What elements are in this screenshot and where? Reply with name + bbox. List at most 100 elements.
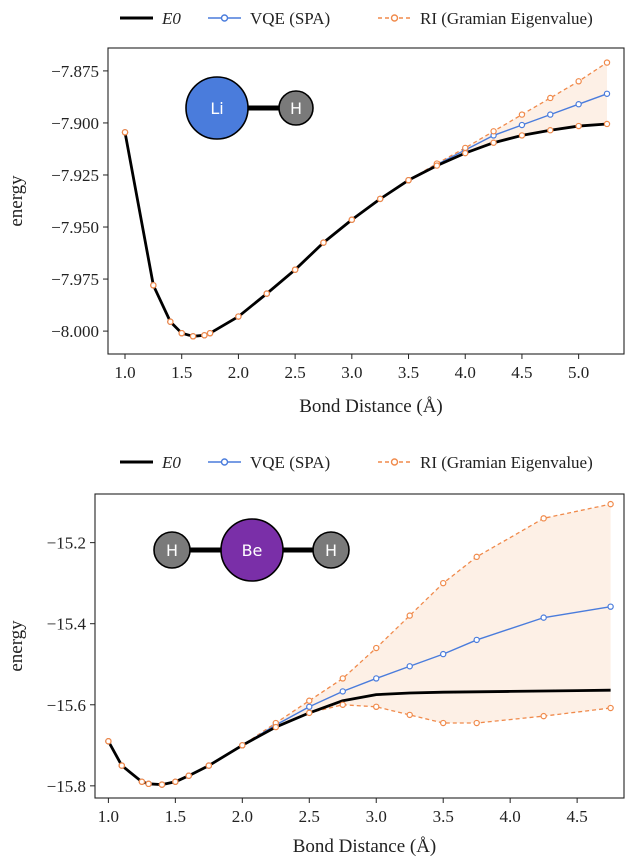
chart2-ri-lower-point	[118, 762, 125, 769]
chart1-legend-vqe-marker	[220, 14, 229, 22]
chart1-ri-lower-point	[167, 318, 174, 325]
chart1-vqe-point	[575, 101, 582, 108]
chart1-vqe-point	[518, 121, 526, 129]
chart1-xtick-label: 3.0	[341, 363, 362, 382]
chart1-ri-upper-point	[518, 111, 526, 118]
chart1-ri-lower-point	[462, 149, 469, 157]
chart2-atom-h	[153, 531, 191, 569]
chart2-axes-frame	[94, 493, 625, 799]
chart2-ri-upper-point	[440, 579, 447, 587]
chart2-ri-lower-point	[473, 719, 480, 727]
chart2-atom-h	[312, 531, 350, 569]
chart1-ri-lower-point	[433, 162, 441, 169]
chart2-ytick-label: −15.2	[47, 534, 86, 553]
chart2-ri-upper-point	[406, 612, 413, 619]
chart1-ri-lower-point	[150, 282, 157, 289]
chart1-ri-lower-point	[201, 332, 208, 339]
chart2-ri-lower-point	[205, 762, 213, 769]
chart2-legend-ri-marker	[390, 458, 399, 466]
chart1-ri-upper-point	[490, 128, 497, 135]
chart1-ri-lower-point	[348, 216, 356, 223]
chart2-ri-lower-point	[105, 738, 112, 745]
chart2-ri-lower-point	[138, 778, 146, 785]
chart2-vqe-point	[339, 688, 346, 695]
chart2-ytick-label: −15.6	[47, 696, 86, 715]
chart1-vqe-point	[603, 90, 611, 97]
chart1-ytick-label: −8.000	[51, 322, 99, 341]
chart1-ri-upper-point	[575, 78, 582, 85]
chart1-axes-frame	[107, 47, 625, 355]
chart2-molecule: H Be H	[153, 518, 350, 582]
chart2-vqe-point	[607, 603, 614, 610]
chart1-ri-lower-point	[291, 266, 299, 273]
chart1-ri-upper-point	[547, 94, 554, 102]
chart2-panel: E0 VQE (SPA) RI (Gramian Eigenvalue) 1.0 1.5…	[6, 453, 625, 857]
chart2-vqe-point	[406, 663, 413, 670]
chart2-atom-be	[220, 518, 284, 582]
chart1-ytick-label: −7.925	[51, 166, 99, 185]
chart1-ri-lower-point	[518, 132, 526, 139]
chart2-legend-e0-label: E0	[161, 453, 181, 472]
chart2-xtick-label: 3.5	[433, 807, 454, 826]
chart1-legend-vqe-label: VQE (SPA)	[250, 9, 330, 28]
chart2-ri-lower-point	[440, 719, 447, 727]
chart1-molecule: Li H	[185, 76, 314, 140]
chart2-ri-upper-point	[607, 500, 614, 508]
chart1-ri-lower-point	[490, 139, 497, 146]
chart1-plot-area	[121, 59, 611, 340]
chart1-panel: E0 VQE (SPA) RI (Gramian Eigenvalue) 1.0 1.5…	[6, 9, 625, 417]
chart1-legend-ri-marker	[390, 14, 399, 22]
chart2-ri-lower-point	[373, 703, 380, 711]
chart1-atom-label: H	[290, 99, 302, 118]
chart2-xlabel: Bond Distance (Å)	[293, 836, 437, 857]
chart2-vqe-point	[440, 650, 447, 658]
chart2-xtick-label: 2.0	[232, 807, 253, 826]
chart2-legend-ri-label: RI (Gramian Eigenvalue)	[420, 453, 593, 472]
chart2-ri-lower-point	[185, 772, 192, 779]
chart2-atom-label: H	[166, 541, 178, 560]
chart2-ri-upper-point	[540, 515, 547, 522]
chart2-vqe-point	[540, 614, 547, 621]
chart2-xtick-label: 3.0	[366, 807, 387, 826]
chart1-legend-ri-label: RI (Gramian Eigenvalue)	[420, 9, 593, 28]
chart2-ri-lower-point	[339, 701, 346, 708]
chart1-xtick-label: 2.0	[228, 363, 249, 382]
chart2-vqe-point	[306, 703, 313, 711]
chart2-vqe-point	[473, 636, 480, 644]
chart2-legend-vqe-label: VQE (SPA)	[250, 453, 330, 472]
chart2-ri-lower-point	[406, 711, 413, 719]
chart2-xtick-label: 1.5	[165, 807, 186, 826]
chart1-ri-lower-point	[547, 127, 554, 134]
chart1-xtick-label: 4.0	[455, 363, 476, 382]
chart1-ri-upper-point	[462, 144, 469, 152]
chart1-xtick-label: 1.5	[171, 363, 192, 382]
chart1-xlabel: Bond Distance (Å)	[299, 396, 443, 417]
chart1-ri-lower-line	[124, 123, 608, 337]
chart2-ylabel: energy	[6, 620, 27, 672]
chart2-ri-lower-point	[145, 780, 152, 788]
chart2-ri-lower-point	[172, 778, 179, 785]
chart1-ylabel: energy	[6, 175, 27, 227]
chart2-ri-lower-point	[540, 712, 547, 720]
chart1-xtick-label: 2.5	[284, 363, 305, 382]
chart2-ri-upper-point	[339, 675, 346, 682]
chart1-legend: E0 VQE (SPA) RI (Gramian Eigenvalue)	[120, 9, 593, 28]
chart1-ri-lower-point	[206, 329, 214, 337]
chart1-ri-lower-point	[603, 120, 611, 128]
chart1-xtick-label: 1.0	[114, 363, 135, 382]
chart2-ri-lower-point	[306, 709, 313, 717]
chart2-ri-band	[108, 504, 611, 785]
chart2-xtick-label: 4.0	[500, 807, 521, 826]
chart2-plot-area	[105, 500, 614, 788]
chart1-ri-lower-point	[263, 290, 270, 297]
chart2-ri-lower-point	[607, 704, 614, 712]
chart2-ri-lower-point	[272, 723, 279, 731]
chart2-xtick-label: 2.5	[299, 807, 320, 826]
chart1-xtick-label: 5.0	[568, 363, 589, 382]
chart1-ri-lower-point	[121, 129, 129, 136]
chart1-ytick-label: −7.875	[51, 62, 99, 81]
chart2-legend: E0 VQE (SPA) RI (Gramian Eigenvalue)	[120, 453, 593, 472]
chart1-atom-li	[185, 76, 249, 140]
chart2-xtick-label: 4.5	[567, 807, 588, 826]
